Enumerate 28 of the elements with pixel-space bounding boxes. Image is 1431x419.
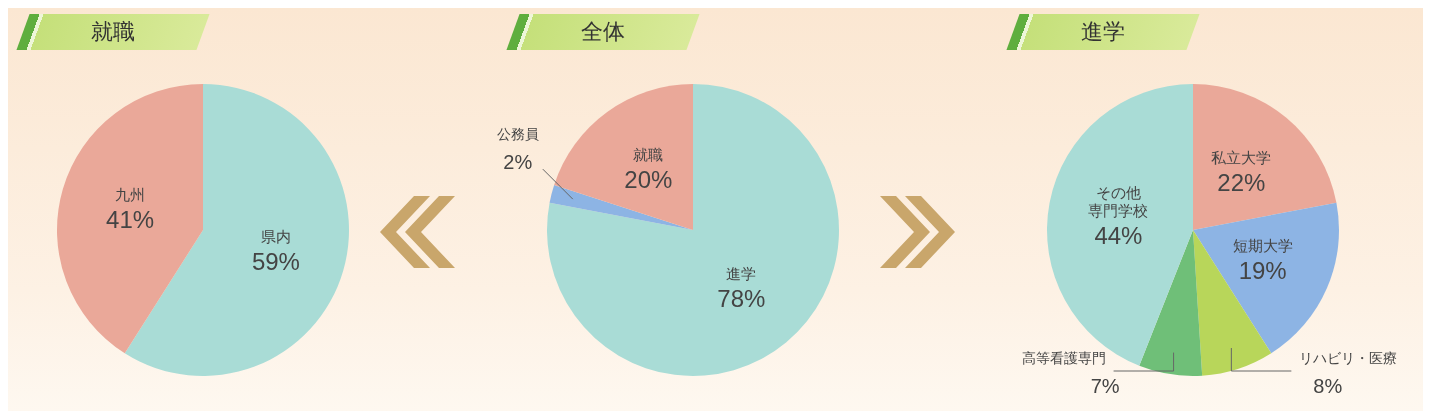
data-label: 7% <box>1090 375 1120 397</box>
data-label: 44% <box>1094 221 1143 249</box>
chart-title: 全体 <box>580 18 626 46</box>
data-label: 19% <box>1238 257 1287 285</box>
slice-label: リハビリ・医療 <box>1299 350 1398 366</box>
chart-title: 進学 <box>1080 18 1126 46</box>
pie-slice <box>1193 202 1339 354</box>
slice-label: 九州 <box>115 185 146 204</box>
data-label: 41% <box>106 205 155 233</box>
data-label: 20% <box>624 165 673 193</box>
pie-slice <box>554 84 693 230</box>
pie-slice <box>1193 84 1337 230</box>
pie-slice <box>57 84 203 354</box>
data-label: 22% <box>1217 168 1266 196</box>
data-label: 2% <box>503 151 533 174</box>
slice-label: 進学 <box>726 265 757 284</box>
slice-label: その他専門学校 <box>1088 183 1149 220</box>
slice-label: 公務員 <box>496 126 539 143</box>
slice-label: 私立大学 <box>1211 148 1272 167</box>
data-label: 59% <box>251 248 300 276</box>
slice-label: 短期大学 <box>1232 237 1293 256</box>
data-label: 8% <box>1313 375 1343 397</box>
slice-label: 県内 <box>260 228 291 247</box>
pie-slice <box>547 84 839 376</box>
chart-title: 就職 <box>90 18 136 46</box>
data-label: 78% <box>717 285 766 313</box>
slice-label: 高等看護専門 <box>1021 350 1106 366</box>
slice-label: 就職 <box>633 145 664 164</box>
